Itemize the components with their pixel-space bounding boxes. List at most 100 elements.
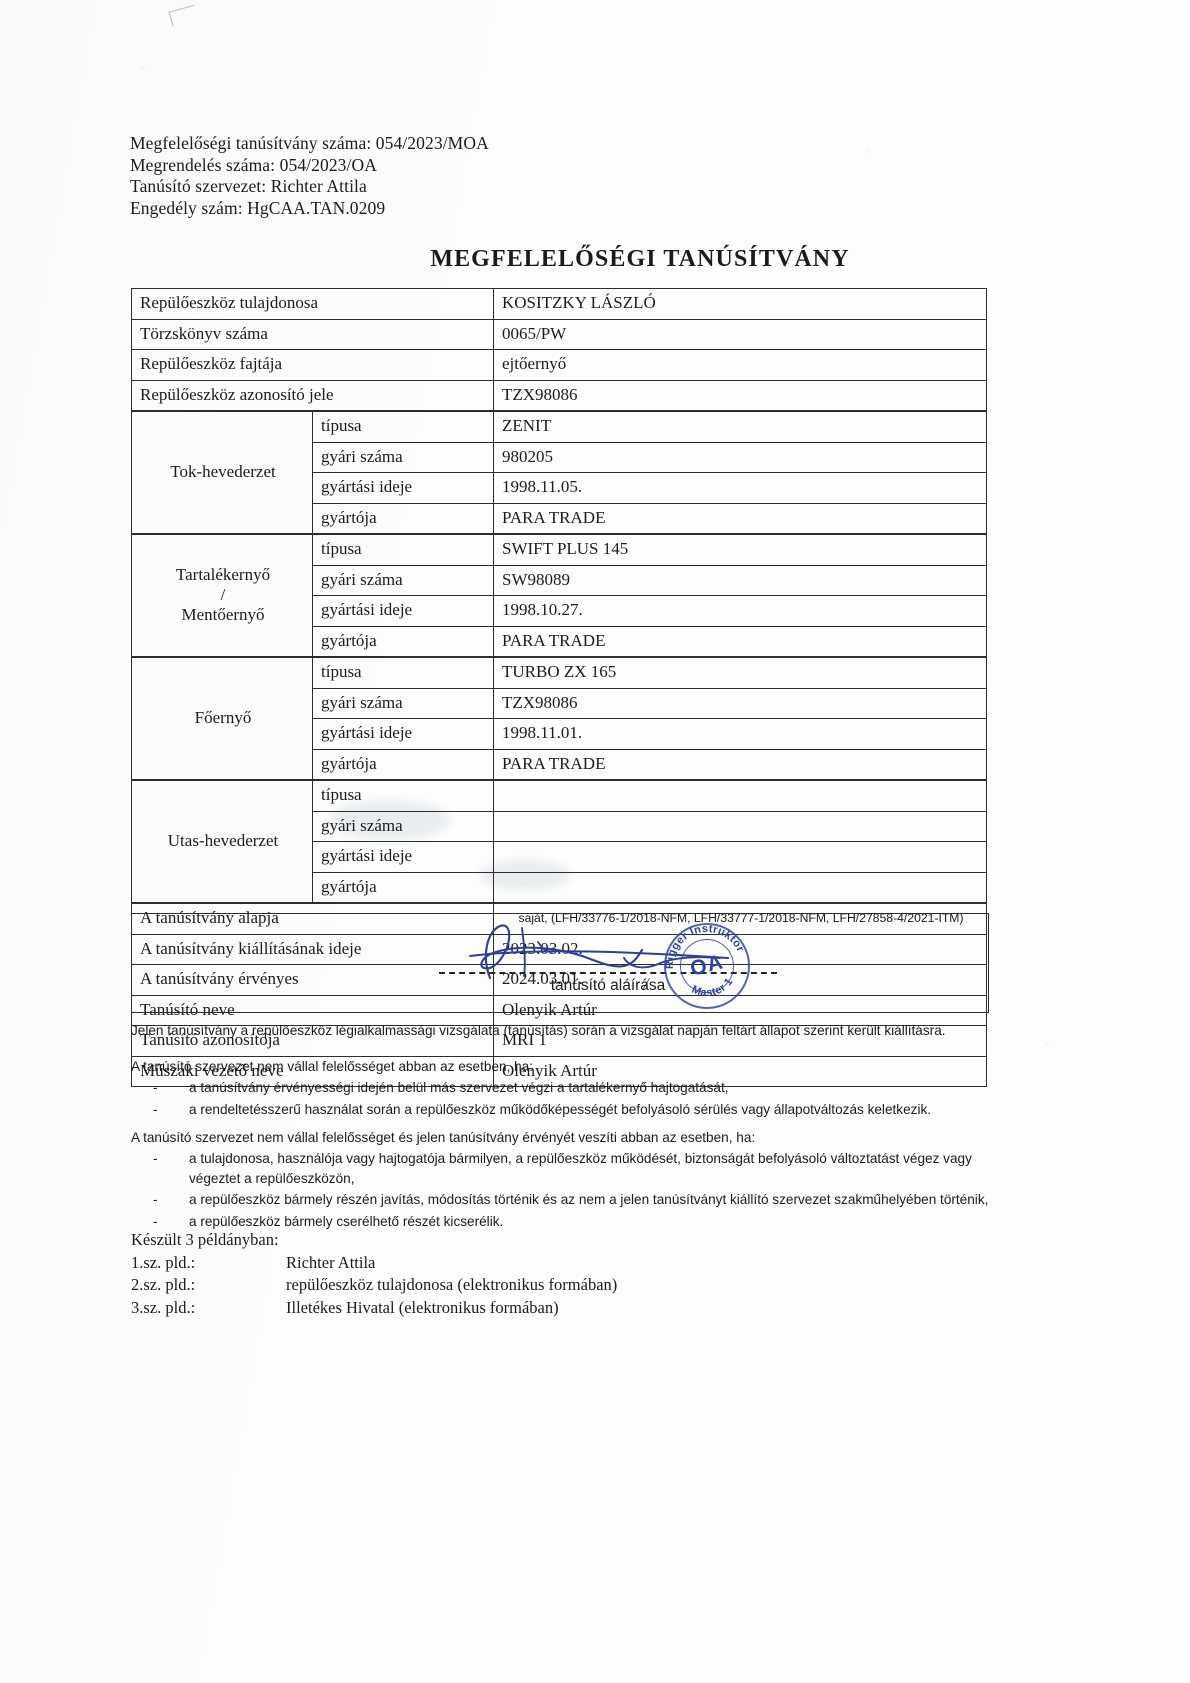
copy-row-3: 3.sz. pld.: Illetékes Hivatal (elektroni… (131, 1297, 617, 1320)
group-name-3: Főernyő (194, 708, 252, 727)
list-item: a tanúsítvány érvényességi idején belül … (131, 1078, 1011, 1098)
sublabel-manufacturer: gyártója (312, 502, 494, 535)
table-row-group1-manufactured: gyártási ideje 1998.11.05. (132, 472, 987, 504)
table-row-owner: Repülőeszköz tulajdonosa KOSITZKY LÁSZLÓ (131, 288, 987, 320)
group-name-2-line1: Tartalékernyő (175, 565, 271, 584)
group-name-1: Tok-hevederzet (170, 462, 276, 481)
copy-value-2: repülőeszköz tulajdonosa (elektronikus f… (286, 1275, 618, 1294)
label-certifier-name: Tanúsító neve (131, 994, 494, 1026)
signature-box: / tanúsító aláírása OA Rigger Instruktor… (131, 913, 989, 1019)
table-row-group1-manufacturer: gyártója PARA TRADE (132, 502, 987, 535)
signature-rule (439, 972, 777, 974)
sublabel-serial: gyári száma (312, 564, 494, 596)
disclaimer-2-title: A tanúsító szervezet nem vállal felelőss… (131, 1130, 756, 1145)
list-item: a repülőeszköz bármely cserélhető részét… (131, 1212, 1011, 1232)
header-line-license-number: Engedély szám: HgCAA.TAN.0209 (130, 197, 386, 218)
label-kind: Repülőeszköz fajtája (131, 349, 494, 381)
table-row-group3-manufactured: gyártási ideje 1998.11.01. (132, 718, 987, 750)
value-identification: TZX98086 (493, 379, 987, 412)
page-title: MEGFELELŐSÉGI TANÚSÍTVÁNY (430, 246, 850, 272)
header-line-certifying-organization: Tanúsító szervezet: Richter Attila (130, 176, 367, 196)
header-line-order-number: Megrendelés száma: 054/2023/OA (130, 154, 377, 175)
value-certifier-id: MRI 1 (493, 1025, 987, 1057)
value-group3-type: TURBO ZX 165 (493, 656, 987, 689)
label-owner: Repülőeszköz tulajdonosa (131, 288, 494, 320)
table-row-group4-manufactured: gyártási ideje (132, 841, 987, 873)
label-logbook: Törzskönyv száma (131, 318, 494, 350)
disclaimer-1-title: A tanúsító szervezet nem vállal felelőss… (131, 1059, 534, 1074)
table-row-group4-serial: gyári száma (132, 810, 987, 842)
group-name-4: Utas-hevederzet (167, 831, 279, 850)
table-row-logbook: Törzskönyv száma 0065/PW (131, 318, 987, 350)
value-group4-manufactured (493, 841, 987, 873)
sublabel-manufactured: gyártási ideje (312, 718, 494, 750)
intro-paragraph: Jelen tanúsítvány a repülőeszköz légialk… (131, 1023, 946, 1038)
table-row-certifier-name: Tanúsító neve Olenyik Artúr (131, 994, 987, 1026)
disclaimer-block-1: A tanúsító szervezet nem vállal felelőss… (131, 1057, 1011, 1119)
copies-title: Készült 3 példányban: (131, 1230, 279, 1249)
list-item: a rendeltetésszerű használat során a rep… (131, 1100, 1011, 1120)
sublabel-type: típusa (312, 779, 494, 812)
sublabel-type: típusa (312, 533, 494, 566)
sublabel-manufacturer: gyártója (312, 748, 494, 781)
copy-row-2: 2.sz. pld.: repülőeszköz tulajdonosa (el… (131, 1274, 617, 1297)
value-group4-serial (493, 810, 987, 842)
copy-row-1: 1.sz. pld.: Richter Attila (131, 1252, 617, 1275)
scan-corner-mark (168, 4, 199, 27)
sublabel-manufactured: gyártási ideje (312, 841, 494, 873)
table-row-group3-serial: gyári száma TZX98086 (132, 687, 987, 719)
group-name-container-3: Főernyő (131, 656, 313, 781)
copy-value-1: Richter Attila (286, 1252, 376, 1272)
value-certifier-name: Olenyik Artúr (493, 994, 987, 1026)
label-identification: Repülőeszköz azonosító jele (131, 379, 494, 412)
table-row-certifier-id: Tanúsító azonosítója MRI 1 (131, 1025, 987, 1057)
header-line-certificate-number: Megfelelőségi tanúsítvány száma: 054/202… (130, 133, 489, 153)
value-group3-manufacturer: PARA TRADE (493, 748, 987, 781)
sublabel-serial: gyári száma (312, 810, 494, 842)
table-row-group3-type: Főernyő típusa TURBO ZX 165 (131, 656, 987, 781)
sublabel-serial: gyári száma (312, 441, 494, 473)
value-basis: saját, (LFH/33776-1/2018-NFM, LFH/33777-… (493, 902, 987, 935)
disclaimer-block-2: A tanúsító szervezet nem vállal felelőss… (131, 1128, 1011, 1231)
table-row-group4-type: Utas-hevederzet típusa (131, 779, 987, 904)
table-row-issue-date: A tanúsítvány kiállításának ideje 2023.0… (131, 933, 987, 965)
disclaimer-2-list: a tulajdonosa, használója vagy hajtogató… (131, 1149, 1011, 1231)
value-logbook: 0065/PW (493, 318, 987, 350)
certificate-table: Repülőeszköz tulajdonosa KOSITZKY LÁSZLÓ… (131, 288, 987, 1087)
value-group3-manufactured: 1998.11.01. (493, 718, 987, 750)
table-row-group4-manufacturer: gyártója (132, 871, 987, 904)
copy-key-3: 3.sz. pld.: (131, 1297, 196, 1317)
copy-key-2: 2.sz. pld.: (131, 1275, 196, 1294)
copy-key-1: 1.sz. pld.: (131, 1252, 196, 1272)
sublabel-type: típusa (312, 410, 494, 443)
value-group1-serial: 980205 (493, 441, 987, 473)
sublabel-manufacturer: gyártója (312, 625, 494, 658)
header-block: Megfelelőségi tanúsítvány száma: 054/202… (130, 133, 489, 219)
value-group2-type: SWIFT PLUS 145 (493, 533, 987, 566)
label-certifier-id: Tanúsító azonosítója (131, 1025, 494, 1057)
value-group4-manufacturer (493, 871, 987, 904)
table-row-group1-type: Tok-hevederzet típusa ZENIT (131, 410, 987, 535)
value-group3-serial: TZX98086 (493, 687, 987, 719)
group-name-container-4: Utas-hevederzet (131, 779, 313, 904)
table-row-kind: Repülőeszköz fajtája ejtőernyő (131, 349, 987, 381)
value-valid-until: 2024.03.01. (493, 964, 987, 996)
value-group4-type (493, 779, 987, 812)
sublabel-manufactured: gyártási ideje (312, 472, 494, 504)
group-name-container-2: Tartalékernyő / Mentőernyő (131, 533, 313, 658)
sublabel-manufactured: gyártási ideje (312, 595, 494, 627)
list-item: a repülőeszköz bármely részén javítás, m… (131, 1190, 1011, 1210)
value-owner: KOSITZKY LÁSZLÓ (493, 288, 987, 320)
table-row-group3-manufacturer: gyártója PARA TRADE (132, 748, 987, 781)
disclaimer-1-list: a tanúsítvány érvényességi idején belül … (131, 1078, 1011, 1119)
group-name-2-line2: / (220, 585, 226, 604)
value-kind: ejtőernyő (493, 349, 987, 381)
value-group1-type: ZENIT (493, 410, 987, 443)
group-name-2-line3: Mentőernyő (181, 605, 265, 624)
value-group1-manufactured: 1998.11.05. (493, 472, 987, 504)
sublabel-type: típusa (312, 656, 494, 689)
copy-value-3: Illetékes Hivatal (elektronikus formában… (286, 1297, 559, 1317)
sublabel-serial: gyári száma (312, 687, 494, 719)
value-group2-serial: SW98089 (493, 564, 987, 596)
